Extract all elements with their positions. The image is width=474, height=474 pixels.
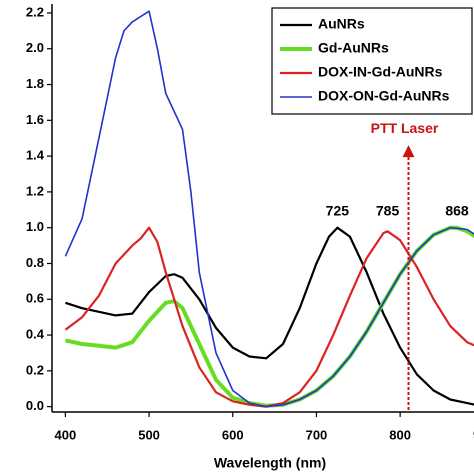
legend-label: AuNRs [318,16,365,32]
series-line [64,225,474,408]
legend-label: Gd-AuNRs [318,40,389,56]
y-tick-label: 1.2 [26,183,44,198]
peak-label: 868 [445,202,469,218]
x-tick-label: 900 [473,427,474,442]
laser-arrow [402,145,415,158]
y-tick-label: 0.8 [26,255,44,270]
peak-label: 785 [376,202,400,218]
y-tick-label: 2.2 [26,4,44,19]
x-tick-label: 600 [222,427,244,442]
y-tick-label: 1.6 [26,112,44,127]
series-line [65,226,474,406]
x-axis-label: Wavelength (nm) [214,455,326,471]
y-tick-label: 0.4 [26,326,45,341]
x-tick-label: 500 [138,427,160,442]
x-tick-label: 700 [306,427,328,442]
laser-label: PTT Laser [371,120,439,136]
peak-label: 725 [326,202,350,218]
legend-label: DOX-IN-Gd-AuNRs [318,64,443,80]
x-tick-label: 800 [389,427,411,442]
y-tick-label: 0.6 [26,291,44,306]
y-tick-label: 0.2 [26,362,44,377]
legend-label: DOX-ON-Gd-AuNRs [318,88,450,104]
y-tick-label: 1.0 [26,219,44,234]
y-tick-label: 0.0 [26,398,44,413]
series-line [64,10,474,408]
y-tick-label: 2.0 [26,40,44,55]
y-tick-label: 1.8 [26,76,44,91]
y-tick-label: 1.4 [26,148,45,163]
x-tick-label: 400 [55,427,77,442]
